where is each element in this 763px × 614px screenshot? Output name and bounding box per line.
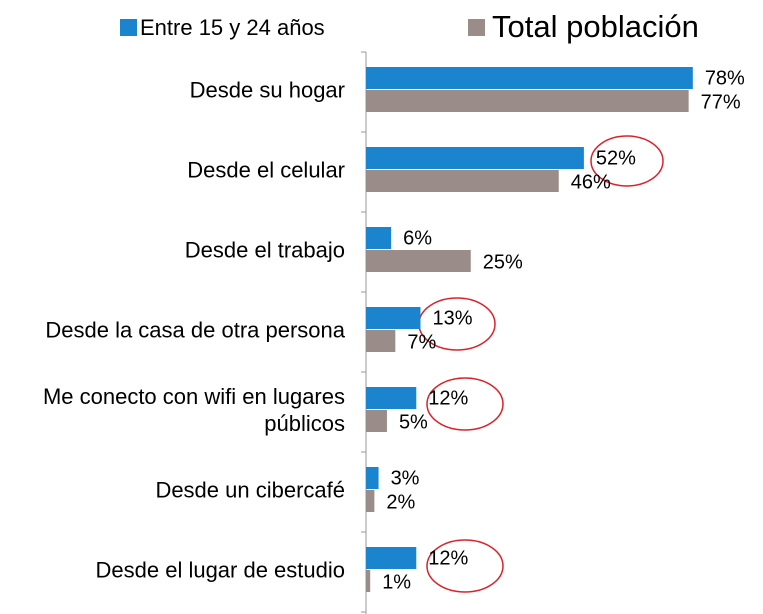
category-label: Desde el celular bbox=[187, 157, 345, 183]
bar bbox=[366, 90, 689, 112]
value-label: 1% bbox=[382, 571, 411, 593]
value-label: 25% bbox=[483, 251, 523, 273]
bar bbox=[366, 467, 379, 489]
bar bbox=[366, 67, 693, 89]
value-label: 2% bbox=[386, 491, 415, 513]
bar bbox=[366, 250, 471, 272]
highlight-circle bbox=[590, 135, 664, 187]
value-label: 3% bbox=[391, 467, 420, 489]
category-label: Desde su hogar bbox=[189, 77, 345, 103]
value-label: 78% bbox=[705, 67, 745, 89]
value-label: 7% bbox=[407, 331, 436, 353]
bar bbox=[366, 330, 396, 352]
value-label: 13% bbox=[432, 307, 472, 329]
category-label: Desde la casa de otra persona bbox=[45, 317, 345, 343]
highlight-circle bbox=[426, 539, 504, 593]
legend-label: Entre 15 y 24 años bbox=[140, 15, 325, 40]
legend-swatch bbox=[468, 19, 485, 36]
legend-label: Total población bbox=[492, 9, 699, 44]
legend-swatch bbox=[120, 19, 137, 36]
category-label: Me conecto con wifi en lugares públicos bbox=[42, 384, 345, 436]
bar bbox=[366, 547, 417, 569]
value-label: 5% bbox=[399, 411, 428, 433]
value-label: 52% bbox=[596, 147, 636, 169]
bar bbox=[366, 410, 387, 432]
value-label: 46% bbox=[571, 171, 611, 193]
category-label: Desde el lugar de estudio bbox=[95, 557, 346, 583]
category-label: Desde el trabajo bbox=[184, 237, 345, 263]
bar bbox=[366, 227, 392, 249]
value-label: 6% bbox=[403, 227, 432, 249]
highlight-circle bbox=[426, 377, 504, 431]
bar bbox=[366, 490, 375, 512]
category-label: Desde un cibercafé bbox=[155, 477, 345, 503]
bar bbox=[366, 147, 584, 169]
value-label: 12% bbox=[428, 387, 468, 409]
value-label: 77% bbox=[701, 91, 741, 113]
bar bbox=[366, 170, 559, 192]
bar bbox=[366, 387, 417, 409]
value-label: 12% bbox=[428, 547, 468, 569]
bar bbox=[366, 307, 421, 329]
bar bbox=[366, 570, 371, 592]
